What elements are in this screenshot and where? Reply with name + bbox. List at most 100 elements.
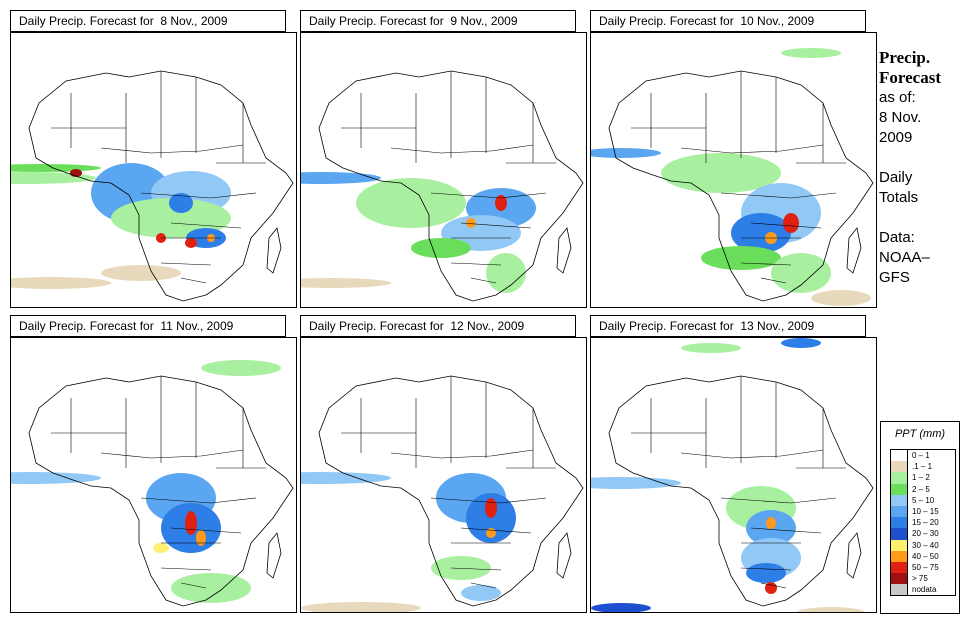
precip-area [153,543,169,553]
country-border [430,497,547,534]
precip-map [300,32,587,308]
country-border [216,408,266,469]
caption-text: Totals [879,189,919,206]
legend-swatch [891,472,908,484]
precip-area [185,238,197,248]
country-border [415,376,487,463]
country-border [100,144,244,154]
country-border [390,449,534,459]
map-svg [301,70,584,302]
legend-item: 20 – 30 [891,528,955,540]
precip-area [766,517,776,529]
caption-text: as of: [879,89,916,106]
legend-swatch [891,450,908,462]
precip-area [485,498,497,518]
coastline [608,70,874,302]
precip-area [781,48,841,58]
map-svg [591,48,874,306]
legend-label: 50 – 75 [912,562,939,572]
precip-area [486,253,526,293]
country-border [100,449,244,459]
precip-area [771,253,831,293]
legend-item: 50 – 75 [891,561,955,574]
legend-swatch [891,494,908,506]
country-border [160,237,221,284]
panel-title: Daily Precip. Forecast for 10 Nov., 2009 [590,10,866,32]
caption-heading: Forecast [879,68,941,87]
precip-area [746,563,786,583]
legend-item: 10 – 15 [891,505,955,518]
precip-area [11,472,101,484]
coastline [28,70,294,302]
island-outline [266,227,282,274]
legend-item: 2 – 5 [891,483,955,495]
coastline [318,375,584,607]
precip-area [169,193,193,213]
precip-area [591,477,681,489]
island-outline [846,227,862,274]
country-border [450,237,511,284]
country-border [390,144,534,154]
precip-area [11,164,101,172]
country-border [705,71,777,158]
caption-date: 8 Nov. [879,109,922,126]
legend-label: 15 – 20 [912,518,939,528]
precip-area [431,556,491,580]
caption-text: Data: [879,229,915,246]
coastline [608,375,874,607]
precip-area [11,277,111,289]
legend-label: nodata [912,585,937,595]
country-border [125,376,197,463]
precip-area [495,195,507,211]
country-border [506,103,556,164]
precip-area [301,278,391,288]
precip-area [591,603,651,612]
legend-item: 40 – 50 [891,550,955,562]
legend-swatch [891,584,908,596]
legend-label: 5 – 10 [912,495,935,505]
country-border [796,408,846,469]
country-border [720,192,837,229]
legend-label: 2 – 5 [912,484,930,494]
country-border [796,103,846,164]
legend-label: 20 – 30 [912,529,939,539]
country-border [341,398,417,468]
precip-area [466,218,476,228]
island-outline [266,532,282,579]
country-border [740,542,801,589]
precip-area [185,511,197,535]
panel-title: Daily Precip. Forecast for 9 Nov., 2009 [300,10,576,32]
legend-swatch [891,483,908,495]
precip-area [301,602,421,612]
legend-item: 1 – 2 [891,472,955,484]
precip-area [111,198,231,238]
precip-area [196,530,206,546]
map-svg [11,360,294,607]
legend-title: PPT (mm) [894,428,946,440]
country-border [631,398,707,468]
precip-area [701,246,781,270]
country-border [51,93,127,163]
island-outline [846,532,862,579]
precip-area [681,343,741,353]
map-svg [301,375,584,612]
precip-map [590,32,877,308]
precip-area [796,607,866,612]
precip-area [486,528,496,538]
country-border [216,103,266,164]
country-border [705,376,777,463]
legend-swatch [891,539,908,551]
precip-area [171,573,251,603]
legend-swatch [891,461,908,473]
country-border [680,449,824,459]
country-border [450,542,511,589]
side-caption: Precip. Forecast as of: 8 Nov. 2009 Dail… [879,48,963,288]
country-border [680,144,824,154]
country-border [740,237,801,284]
map-svg [591,338,874,612]
legend-label: 1 – 2 [912,473,930,483]
caption-heading: Precip. [879,48,931,67]
precip-area [356,178,466,228]
